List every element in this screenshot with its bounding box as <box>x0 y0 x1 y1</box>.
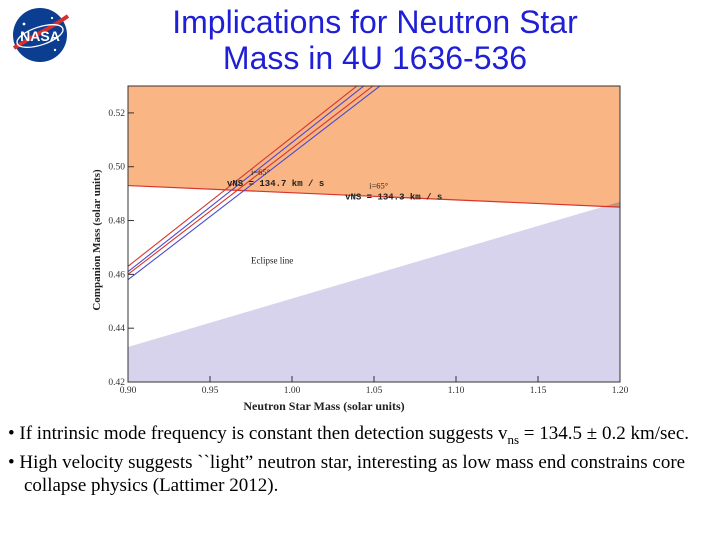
x-tick-label: 1.15 <box>530 386 547 396</box>
inclination-label: i=65° <box>369 180 388 190</box>
nasa-logo-star <box>50 16 54 20</box>
overlap-region <box>604 201 620 208</box>
x-tick-label: 1.10 <box>448 386 465 396</box>
x-tick-label: 0.90 <box>120 386 137 396</box>
x-axis-label: Neutron Star Mass (solar units) <box>243 399 404 413</box>
bullet-item: • If intrinsic mode frequency is constan… <box>8 423 690 447</box>
page-title-line2: Mass in 4U 1636-536 <box>222 40 528 76</box>
bullet-item: • High velocity suggests ``light” neutro… <box>8 451 686 496</box>
nasa-logo-star <box>22 22 26 26</box>
y-tick-label: 0.52 <box>108 109 125 119</box>
x-tick-label: 1.00 <box>284 386 301 396</box>
bullet-1-text-end: = 134.5 ± 0.2 km/sec. <box>519 423 690 444</box>
purple-eclipse-region <box>128 201 620 382</box>
velocity-line <box>128 86 381 281</box>
bullet-2-text: High velocity suggests ``light” neutron … <box>19 451 686 496</box>
eclipse-line-label: Eclipse line <box>251 256 293 266</box>
velocity-line <box>128 86 374 275</box>
y-tick-label: 0.44 <box>108 324 125 334</box>
upper-boundary-line <box>127 184 621 208</box>
orange-excluded-region <box>128 86 620 208</box>
mass-chart: 0.90 0.95 1.00 1.05 1.10 1.15 1.20 0.42 0.44 0.46… <box>91 85 629 413</box>
bullet-1-subscript: ns <box>507 431 520 447</box>
inclination-label: i=65° <box>251 167 270 177</box>
x-tick-label: 1.05 <box>366 386 383 396</box>
page-title: Implications for Neutron Star Mass in 4U… <box>110 4 640 76</box>
nasa-logo-orbit <box>16 24 64 48</box>
velocity-line <box>128 86 358 267</box>
x-tick-label: 1.20 <box>612 386 629 396</box>
y-tick-label: 0.46 <box>108 270 125 280</box>
nasa-logo-star <box>53 48 57 52</box>
bullet-1-text: If intrinsic mode frequency is constant … <box>19 423 508 444</box>
velocity-line <box>128 86 365 273</box>
y-axis-label: Companion Mass (solar units) <box>91 169 103 311</box>
y-tick-label: 0.42 <box>108 378 125 388</box>
bullet-list: • If intrinsic mode frequency is constan… <box>8 422 716 497</box>
y-tick-label: 0.48 <box>108 217 125 227</box>
nasa-logo-text: NASA <box>20 28 60 44</box>
velocity-annotation: vNS = 134.3 km / s <box>345 192 442 202</box>
nasa-logo: NASA <box>12 8 70 62</box>
page-title-line1: Implications for Neutron Star <box>172 4 578 40</box>
y-tick-label: 0.50 <box>108 163 125 173</box>
velocity-annotation: vNS = 134.7 km / s <box>227 179 324 189</box>
x-tick-label: 0.95 <box>202 386 219 396</box>
